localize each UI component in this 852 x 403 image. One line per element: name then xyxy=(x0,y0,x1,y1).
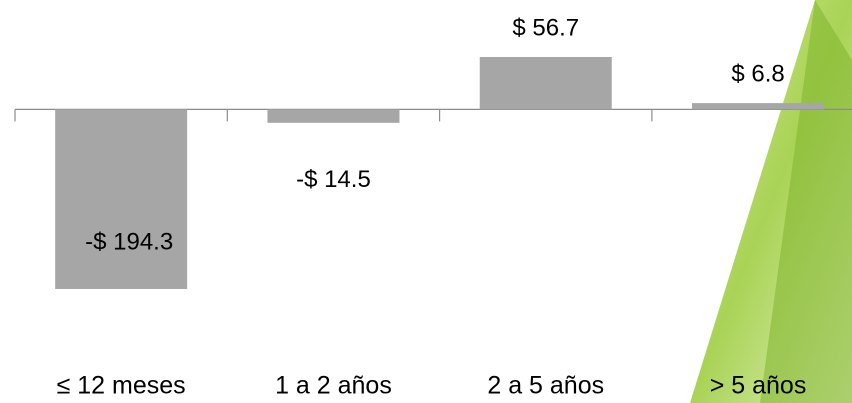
category-label: 2 a 5 años xyxy=(487,372,604,400)
decoration-shade xyxy=(760,0,852,403)
value-label: $ 56.7 xyxy=(512,14,579,41)
value-label: -$ 194.3 xyxy=(85,228,173,255)
plot-area: -$ 194.3 ≤ 12 meses -$ 14.5 1 a 2 años $ 56.… xyxy=(14,14,852,400)
bar xyxy=(692,103,825,110)
value-label: $ 6.8 xyxy=(731,60,784,87)
value-label: -$ 14.5 xyxy=(296,166,371,193)
category-label: > 5 años xyxy=(710,372,807,400)
bar xyxy=(479,57,612,110)
bar xyxy=(267,109,400,123)
category-label: 1 a 2 años xyxy=(275,372,392,400)
bar xyxy=(55,109,188,290)
category-label: ≤ 12 meses xyxy=(57,372,186,400)
